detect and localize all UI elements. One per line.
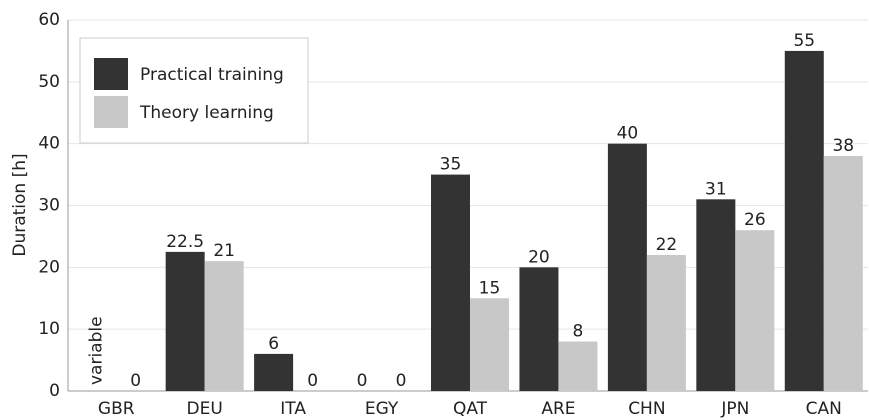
legend-label: Practical training [140,65,284,85]
bar [784,50,824,392]
bar [607,143,647,391]
y-axis-label: Duration [h] [10,153,30,256]
value-label: 35 [440,155,462,175]
x-tick-label: ARE [541,399,575,419]
bar [204,261,244,391]
bar [646,254,686,391]
x-tick-label: GBR [98,399,135,419]
bar [470,298,509,391]
value-label: 40 [617,124,639,144]
bar [431,174,470,391]
value-label: 6 [268,334,279,354]
value-label: variable [87,316,107,385]
y-tick-label: 0 [49,381,60,401]
y-tick-label: 50 [38,72,60,92]
bar [165,251,205,391]
x-tick-label: QAT [453,399,488,419]
legend-swatch [94,58,128,90]
value-label: 15 [479,278,501,298]
bar [254,353,294,391]
y-tick-label: 60 [38,10,60,30]
bar [735,230,775,391]
y-tick-label: 40 [38,134,60,154]
bar [519,267,559,391]
y-tick-label: 30 [38,196,60,216]
value-label: 38 [832,136,854,156]
y-tick-label: 10 [38,319,60,339]
x-tick-label: CHN [628,399,665,419]
x-tick-label: EGY [365,399,399,419]
value-label: 8 [573,322,584,342]
y-tick-label: 20 [38,257,60,277]
legend-label: Theory learning [139,103,274,123]
value-label: 21 [213,241,235,261]
legend-swatch [94,96,128,128]
bar [558,341,598,391]
x-tick-label: CAN [806,399,842,419]
x-tick-label: DEU [187,399,223,419]
bar [696,199,736,391]
x-tick-label: JPN [720,399,749,419]
value-label: 0 [396,371,407,391]
value-label: 31 [705,179,727,199]
value-label: 0 [357,371,368,391]
value-label: 20 [528,247,550,267]
value-label: 26 [744,210,766,230]
value-label: 0 [307,371,318,391]
x-tick-label: ITA [280,399,306,419]
bar [823,156,863,391]
value-label: 22 [656,235,678,255]
value-label: 22.5 [166,232,204,252]
value-label: 0 [130,371,141,391]
value-label: 55 [793,31,815,51]
